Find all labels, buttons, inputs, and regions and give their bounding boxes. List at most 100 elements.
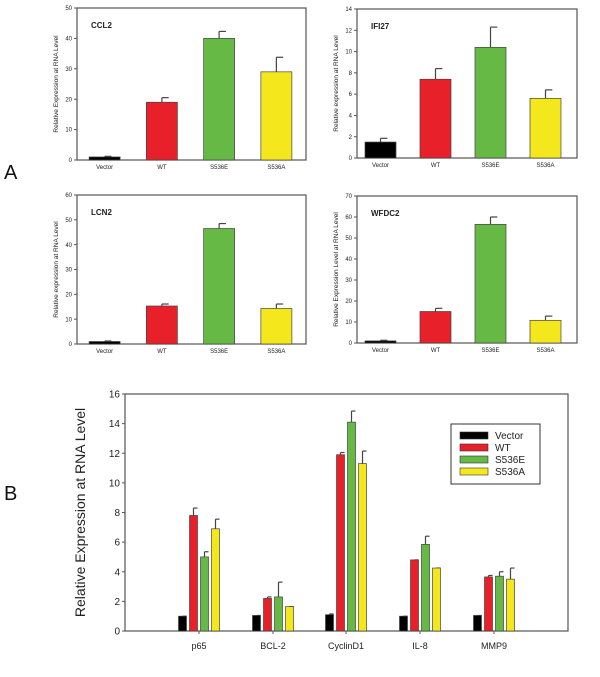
legend-label-vector: Vector <box>495 431 524 442</box>
chart-lcn2-bar-wt <box>146 305 178 345</box>
chart-panel-b-bar-s536e <box>421 543 430 632</box>
chart-ifi27-frame <box>356 8 578 159</box>
chart-lcn2-ytick-label: 30 <box>65 268 72 274</box>
chart-wfdc2-bar-wt <box>419 311 452 344</box>
legend-label-s536e: S536E <box>495 455 525 466</box>
chart-ccl2-bar-vector <box>88 156 121 161</box>
chart-panel-b-xtick-label: CyclinD1 <box>328 641 364 651</box>
chart-lcn2-ytick-label: 50 <box>65 218 72 224</box>
chart-ifi27-bar-s536a <box>529 98 562 159</box>
chart-ccl2-ytick-label: 50 <box>65 6 72 12</box>
chart-panel-b-ytick-label: 0 <box>114 627 120 638</box>
chart-panel-b-ytick-label: 4 <box>114 567 120 578</box>
chart-panel-b-ylabel: Relative Expression at RNA Level <box>72 408 88 617</box>
legend-swatch-s536a <box>459 467 489 476</box>
chart-ifi27-ylabel: Relative expression at RNA Level <box>333 35 340 132</box>
chart-lcn2-ytick-label: 60 <box>65 193 72 199</box>
chart-ccl2-ytick-label: 0 <box>69 158 73 164</box>
chart-wfdc2-frame <box>356 195 578 344</box>
chart-ccl2-title: CCL2 <box>91 21 112 30</box>
chart-ccl2-xtick-label: S536E <box>210 165 228 171</box>
chart-ccl2-xtick-label: Vector <box>96 165 113 171</box>
chart-panel-b-bar-wt <box>484 576 493 632</box>
chart-panel-b-xtick-label: IL-8 <box>412 641 428 651</box>
chart-panel-b-bar-s536a <box>432 567 441 632</box>
chart-wfdc2-ytick-label: 50 <box>345 236 352 242</box>
chart-panel-b-xtick-label: MMP9 <box>481 641 507 651</box>
chart-panel-b-bar-s536e <box>347 421 356 632</box>
chart-panel-b-bar-vector <box>252 615 261 632</box>
chart-panel-b-bar-s536e <box>495 575 504 632</box>
chart-wfdc2-bar-s536a <box>529 319 562 344</box>
panel-label-a: A <box>4 162 18 184</box>
chart-wfdc2-ytick-label: 0 <box>349 341 353 347</box>
chart-ccl2-ytick-label: 40 <box>65 37 72 43</box>
chart-panel-b-bar-s536a <box>211 528 220 632</box>
chart-ifi27-title: IFI27 <box>371 22 390 31</box>
chart-panel-b-bar-vector <box>178 615 187 632</box>
chart-ccl2-bar-s536a <box>260 71 293 161</box>
panel-label-b: B <box>4 483 18 505</box>
chart-panel-b-bar-s536e <box>200 556 209 632</box>
chart-wfdc2-ylabel: Relative Expression Level at RNA Level <box>333 212 340 327</box>
chart-lcn2-bar-s536e <box>203 228 235 345</box>
chart-panel-b-bar-s536a <box>358 463 367 632</box>
chart-wfdc2-ytick-label: 40 <box>345 257 352 263</box>
chart-wfdc2-ytick-label: 60 <box>345 215 352 221</box>
chart-panel-b-bar-wt <box>263 598 272 632</box>
chart-panel-b-xtick-label: BCL-2 <box>260 641 286 651</box>
chart-ifi27-xtick-label: S536A <box>536 163 554 169</box>
chart-ifi27-ytick-label: 14 <box>345 7 352 13</box>
chart-ifi27-ytick-label: 6 <box>349 92 353 98</box>
chart-lcn2-ytick-label: 40 <box>65 243 72 249</box>
chart-panel-b-bar-s536e <box>274 596 283 632</box>
chart-ccl2-ytick-label: 10 <box>65 128 72 134</box>
chart-wfdc2-bar-vector <box>364 340 397 344</box>
chart-wfdc2-xtick-label: Vector <box>372 348 389 354</box>
chart-panel-b-bar-vector <box>325 614 334 632</box>
chart-ccl2-ylabel: Relative Expression at RNA Level <box>53 35 60 133</box>
chart-ifi27-xtick-label: Vector <box>372 163 389 169</box>
chart-ccl2-xtick-label: S536A <box>267 165 285 171</box>
chart-wfdc2-xtick-label: S536E <box>481 348 499 354</box>
chart-lcn2-title: LCN2 <box>91 208 112 217</box>
chart-ifi27-ytick-label: 4 <box>349 114 353 120</box>
chart-lcn2-xtick-label: S536A <box>267 349 285 355</box>
chart-ifi27-bar-vector <box>364 141 397 159</box>
chart-ifi27-xtick-label: WT <box>431 163 441 169</box>
chart-ifi27-ytick-label: 2 <box>349 135 353 141</box>
chart-ifi27-bar-wt <box>419 78 452 159</box>
chart-panel-b-ytick-label: 6 <box>114 538 120 549</box>
legend-swatch-wt <box>459 443 489 452</box>
chart-ifi27-bar-s536e <box>474 46 507 159</box>
chart-panel-b-xtick-label: p65 <box>191 641 206 651</box>
chart-panel-b-bar-vector <box>473 615 482 632</box>
chart-wfdc2-ytick-label: 70 <box>345 194 352 200</box>
chart-ccl2-bar-s536e <box>203 38 235 161</box>
chart-panel-b-ytick-label: 16 <box>109 390 121 401</box>
chart-panel-b-bar-s536a <box>506 578 515 632</box>
chart-lcn2-bar-s536a <box>260 308 293 345</box>
chart-wfdc2-xtick-label: WT <box>431 348 441 354</box>
chart-lcn2-bar-vector <box>88 341 121 345</box>
chart-ccl2-xtick-label: WT <box>157 165 167 171</box>
legend-label-wt: WT <box>495 443 511 454</box>
chart-panel-b-bar-wt <box>189 515 198 632</box>
chart-ifi27-ytick-label: 8 <box>349 71 353 77</box>
chart-panel-b-ytick-label: 2 <box>114 597 120 608</box>
chart-panel-b-bar-s536a <box>285 606 294 632</box>
chart-lcn2-ytick-label: 0 <box>69 342 73 348</box>
chart-panel-b-bar-vector <box>399 615 408 632</box>
chart-panel-b-bar-wt <box>410 559 419 632</box>
chart-wfdc2-ytick-label: 20 <box>345 299 352 305</box>
chart-ifi27-ytick-label: 0 <box>349 156 353 162</box>
chart-lcn2-ylabel: Relative expression at RNA Level <box>53 221 60 318</box>
chart-wfdc2-title: WFDC2 <box>371 209 400 218</box>
chart-panel-b-ytick-label: 8 <box>114 508 120 519</box>
chart-panel-b-ytick-label: 14 <box>109 419 121 430</box>
legend-swatch-s536e <box>459 455 489 464</box>
chart-ccl2-bar-wt <box>146 101 178 161</box>
chart-panel-b-ytick-label: 10 <box>109 478 121 489</box>
chart-wfdc2-xtick-label: S536A <box>536 348 554 354</box>
